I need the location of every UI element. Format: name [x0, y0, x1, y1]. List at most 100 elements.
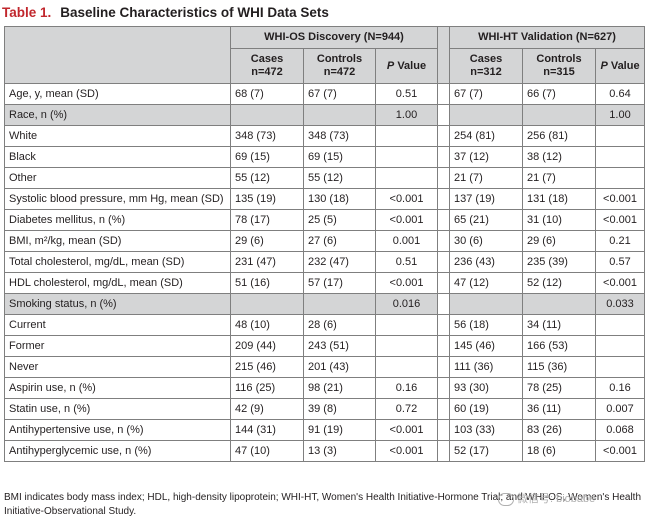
cell-ht-cases: 145 (46) [449, 335, 523, 357]
cell-os-cases: 78 (17) [230, 209, 304, 231]
cell-os-controls: 69 (15) [303, 146, 376, 168]
cell-os-p-value: 0.51 [375, 251, 438, 273]
cell-os-controls: 57 (17) [303, 272, 376, 294]
table-row: Former 209 (44) 243 (51) 145 (46) 166 (53) [4, 335, 646, 357]
table-row: Systolic blood pressure, mm Hg, mean (SD… [4, 188, 646, 210]
row-label: Antihypertensive use, n (%) [4, 419, 231, 441]
row-label: Diabetes mellitus, n (%) [4, 209, 231, 231]
cell-ht-cases: 30 (6) [449, 230, 523, 252]
row-label: Antihyperglycemic use, n (%) [4, 440, 231, 462]
table-row: Antihypertensive use, n (%) 144 (31) 91 (1… [4, 419, 646, 441]
column-gap [437, 167, 450, 189]
cell-ht-cases: 93 (30) [449, 377, 523, 399]
cell-ht-cases: 56 (18) [449, 314, 523, 336]
cell-os-p-value: 0.72 [375, 398, 438, 420]
cell-ht-controls: 52 (12) [522, 272, 596, 294]
cell-os-controls: 55 (12) [303, 167, 376, 189]
cell-os-cases: 29 (6) [230, 230, 304, 252]
cell-ht-p-value: <0.001 [594, 188, 646, 210]
cell-os-p-value: <0.001 [375, 440, 438, 462]
col-header-ht-p-value: P Value [594, 48, 646, 84]
row-label: BMI, m²/kg, mean (SD) [4, 230, 231, 252]
cell-os-cases: 215 (46) [230, 356, 304, 378]
table-row: Race, n (%) 1.00 1.00 [4, 104, 646, 126]
cell-os-p-value: 0.001 [375, 230, 438, 252]
table-footnote: BMI indicates body mass index; HDL, high… [4, 492, 642, 517]
cell-ht-p-value: 1.00 [594, 104, 646, 126]
cell-ht-p-value: 0.57 [594, 251, 646, 273]
cell-ht-cases: 111 (36) [449, 356, 523, 378]
col-header-os-cases: Cases n=472 [230, 48, 304, 84]
cell-ht-controls: 18 (6) [522, 440, 596, 462]
cell-os-controls: 130 (18) [303, 188, 376, 210]
column-gap [437, 209, 450, 231]
cell-os-controls: 348 (73) [303, 125, 376, 147]
cell-os-p-value [375, 314, 438, 336]
cell-ht-controls: 256 (81) [522, 125, 596, 147]
row-label: Black [4, 146, 231, 168]
column-gap [437, 293, 450, 315]
column-gap [437, 230, 450, 252]
column-gap [437, 26, 450, 84]
cell-os-controls [303, 104, 376, 126]
cell-os-p-value [375, 356, 438, 378]
cell-os-p-value: 0.16 [375, 377, 438, 399]
cell-os-p-value: 0.51 [375, 83, 438, 105]
cell-ht-cases: 103 (33) [449, 419, 523, 441]
group-header-validation: WHI-HT Validation (N=627) [448, 26, 646, 49]
row-label: Never [4, 356, 231, 378]
cell-os-p-value: <0.001 [375, 188, 438, 210]
cell-os-cases: 209 (44) [230, 335, 304, 357]
table-caption: Baseline Characteristics of WHI Data Set… [60, 5, 329, 20]
cell-ht-cases: 37 (12) [449, 146, 523, 168]
table-number: Table 1. [2, 5, 52, 20]
column-gap [437, 272, 450, 294]
row-label: Smoking status, n (%) [4, 293, 231, 315]
cell-os-cases: 47 (10) [230, 440, 304, 462]
cell-ht-cases: 52 (17) [449, 440, 523, 462]
cell-ht-p-value: <0.001 [594, 440, 646, 462]
table-row: Smoking status, n (%) 0.016 0.033 [4, 293, 646, 315]
header-blank-cell [4, 26, 231, 84]
cell-ht-p-value: <0.001 [594, 272, 646, 294]
column-gap [437, 314, 450, 336]
table-row: Antihyperglycemic use, n (%) 47 (10) 13 (3… [4, 440, 646, 462]
row-label: HDL cholesterol, mg/dL, mean (SD) [4, 272, 231, 294]
table-row: Black 69 (15) 69 (15) 37 (12) 38 (12) [4, 146, 646, 168]
cell-ht-p-value [594, 125, 646, 147]
row-label: Age, y, mean (SD) [4, 83, 231, 105]
cell-os-controls: 201 (43) [303, 356, 376, 378]
cell-os-p-value [375, 335, 438, 357]
cell-ht-p-value [594, 167, 646, 189]
column-gap [437, 146, 450, 168]
col-header-ht-controls: Controls n=315 [522, 48, 596, 84]
table-row: Current 48 (10) 28 (6) 56 (18) 34 (11) [4, 314, 646, 336]
cell-ht-controls: 36 (11) [522, 398, 596, 420]
cell-os-cases [230, 293, 304, 315]
cell-os-p-value: <0.001 [375, 272, 438, 294]
row-label: Aspirin use, n (%) [4, 377, 231, 399]
cell-ht-controls: 21 (7) [522, 167, 596, 189]
cell-ht-controls: 83 (26) [522, 419, 596, 441]
table-row: Never 215 (46) 201 (43) 111 (36) 115 (36) [4, 356, 646, 378]
cell-os-cases: 68 (7) [230, 83, 304, 105]
cell-ht-cases: 65 (21) [449, 209, 523, 231]
col-header-ht-cases: Cases n=312 [449, 48, 523, 84]
table-row: Statin use, n (%) 42 (9) 39 (8) 0.72 60 (19)… [4, 398, 646, 420]
cell-ht-controls [522, 293, 596, 315]
row-label: Systolic blood pressure, mm Hg, mean (SD… [4, 188, 231, 210]
cell-ht-controls: 29 (6) [522, 230, 596, 252]
cell-ht-p-value [594, 356, 646, 378]
baseline-table: WHI-OS Discovery (N=944) WHI-HT Validati… [4, 26, 646, 462]
cell-os-p-value: 0.016 [375, 293, 438, 315]
cell-os-p-value: <0.001 [375, 209, 438, 231]
column-gap [437, 251, 450, 273]
cell-ht-controls: 235 (39) [522, 251, 596, 273]
cell-os-controls: 232 (47) [303, 251, 376, 273]
cell-ht-p-value: 0.007 [594, 398, 646, 420]
watermark: 微信号: biobabe [498, 490, 595, 506]
cell-ht-p-value [594, 335, 646, 357]
table-row: Age, y, mean (SD) 68 (7) 67 (7) 0.51 67 (7) 6… [4, 83, 646, 105]
cell-ht-controls: 31 (10) [522, 209, 596, 231]
